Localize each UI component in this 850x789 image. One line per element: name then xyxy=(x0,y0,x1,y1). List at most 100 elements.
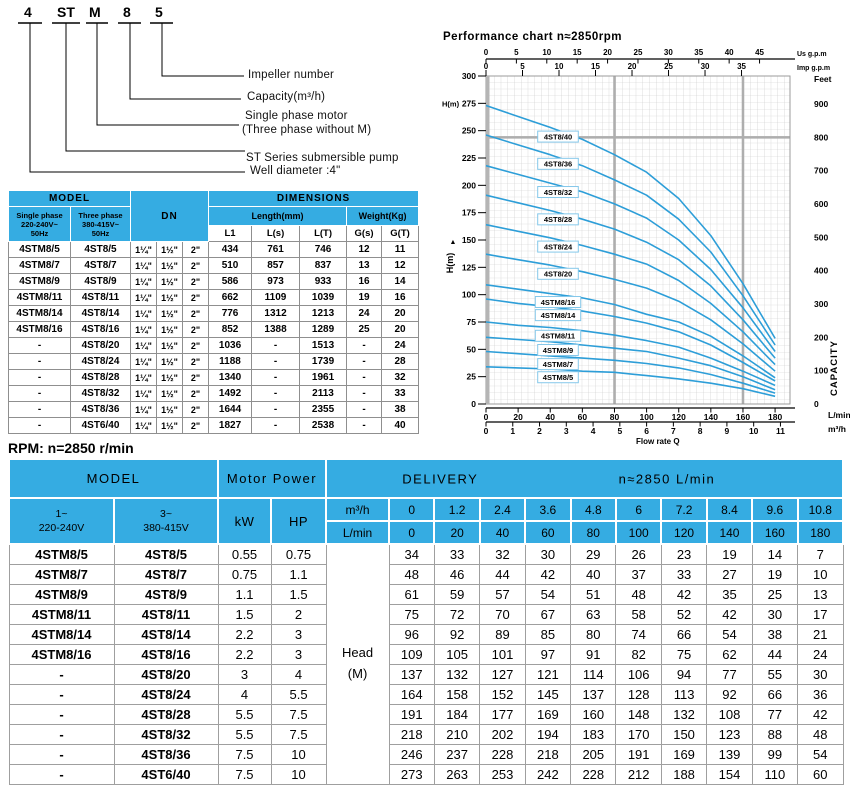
delivery-table-row: -4ST8/24 4 5.5 164 158 152 145 137 128 113 92 66 36 xyxy=(8,683,844,705)
dims-ls-cell: - xyxy=(251,417,301,434)
dims-gt-cell: 32 xyxy=(381,369,420,386)
delivery-lmin-value-cell: 180 xyxy=(796,520,845,545)
dims-model-single-cell: - xyxy=(8,385,71,402)
delivery-head-value-cell: 13 xyxy=(797,583,844,605)
svg-text:120: 120 xyxy=(672,412,686,422)
svg-text:0: 0 xyxy=(484,426,489,436)
dims-dn-cell: 2" xyxy=(182,273,210,290)
svg-text:250: 250 xyxy=(462,126,476,136)
svg-text:Imp g.p.m: Imp g.p.m xyxy=(797,65,830,72)
delivery-m3h-value-cell: 8.4 xyxy=(705,497,754,522)
svg-text:140: 140 xyxy=(704,412,718,422)
curve-4ST8/20 xyxy=(485,253,776,372)
delivery-model-three-cell: 4ST8/14 xyxy=(113,623,219,645)
delivery-table-row: -4ST8/32 5.5 7.5 218 210 202 194 183 170 150 123 88… xyxy=(8,723,844,745)
delivery-kw-cell: 5.5 xyxy=(217,703,272,725)
curve-label-4ST8/40: 4ST8/40 xyxy=(544,132,572,141)
delivery-m3h-value-cell: 2.4 xyxy=(478,497,527,522)
curve-label-box xyxy=(537,130,579,143)
delivery-head-value-cell: 58 xyxy=(615,603,662,625)
curve-label-4ST8/32: 4ST8/32 xyxy=(544,188,572,197)
delivery-head-value-cell: 48 xyxy=(615,583,662,605)
curve-label-4ST8/20: 4ST8/20 xyxy=(544,270,572,279)
dims-dn-cell: 1¼" xyxy=(130,337,158,354)
dims-dn-cell: 2" xyxy=(182,369,210,386)
curve-4STM8/16 xyxy=(485,284,776,379)
delivery-head-value-cell: 105 xyxy=(433,643,481,665)
svg-text:3: 3 xyxy=(564,426,569,436)
dims-table-row: -4ST8/32 1¼" 1½" 2" 1492-2113-33 xyxy=(8,385,420,402)
dims-table-body: 4STM8/5 4ST8/5 1¼" 1½" 2" 434 761 746 12 11 4STM8/… xyxy=(8,241,420,434)
delivery-head-value-cell: 191 xyxy=(615,743,662,765)
dims-gt-cell: 12 xyxy=(381,257,420,274)
delivery-head-value-cell: 169 xyxy=(660,743,708,765)
svg-text:40: 40 xyxy=(546,412,556,422)
delivery-head-value-cell: 48 xyxy=(388,563,435,585)
svg-text:150: 150 xyxy=(462,235,476,245)
delivery-head-value-cell: 40 xyxy=(570,563,617,585)
delivery-lmin-value-cell: 160 xyxy=(751,520,799,545)
svg-text:10: 10 xyxy=(749,426,759,436)
delivery-head-value-cell: 57 xyxy=(479,583,526,605)
dims-gs-cell: - xyxy=(346,417,383,434)
delivery-head-value-cell: 26 xyxy=(615,543,662,565)
curve-4ST8/24 xyxy=(485,223,776,366)
svg-text:7: 7 xyxy=(671,426,676,436)
curve-label-box xyxy=(537,371,579,384)
delivery-rpm-note: n≈2850 L/min xyxy=(618,471,716,486)
svg-text:0: 0 xyxy=(484,48,489,57)
dims-dn-cell: 1½" xyxy=(156,337,184,354)
delivery-head-value-cell: 44 xyxy=(479,563,526,585)
dims-header-gt: G(T) xyxy=(381,225,420,242)
delivery-head-value-cell: 114 xyxy=(570,663,617,685)
svg-text:6: 6 xyxy=(644,426,649,436)
delivery-head-value-cell: 113 xyxy=(660,683,708,705)
svg-text:300: 300 xyxy=(462,71,476,81)
dims-model-single-cell: 4STM8/16 xyxy=(8,321,71,338)
delivery-model-single-cell: - xyxy=(8,723,115,745)
dims-dn-cell: 1¼" xyxy=(130,273,158,290)
delivery-head-value-cell: 91 xyxy=(570,643,617,665)
delivery-kw-cell: 7.5 xyxy=(217,743,272,765)
delivery-head-value-cell: 51 xyxy=(570,583,617,605)
delivery-kw-cell: 4 xyxy=(217,683,272,705)
dims-lt-cell: 1513 xyxy=(299,337,348,354)
svg-text:1: 1 xyxy=(510,426,515,436)
legend-well-diameter: Well diameter :4" xyxy=(250,165,341,177)
code-4: 4 xyxy=(24,4,32,20)
delivery-head-value-cell: 89 xyxy=(479,623,526,645)
dims-gt-cell: 33 xyxy=(381,385,420,402)
svg-text:9: 9 xyxy=(725,426,730,436)
svg-text:10: 10 xyxy=(542,48,551,57)
dims-dn-cell: 1½" xyxy=(156,289,184,306)
delivery-head-value-cell: 106 xyxy=(615,663,662,685)
axis-feet: Feet 0 100 200 300 400 500 600 700 800 900 CAPACITY xyxy=(814,74,840,409)
delivery-head-value-cell: 10 xyxy=(797,563,844,585)
delivery-head-value-cell: 38 xyxy=(751,623,799,645)
delivery-head-value-cell: 30 xyxy=(524,543,572,565)
delivery-head-value-cell: 66 xyxy=(751,683,799,705)
curve-4STM8/14 xyxy=(485,298,776,382)
delivery-head-value-cell: 137 xyxy=(388,663,435,685)
delivery-head-value-cell: 128 xyxy=(615,683,662,705)
curve-label-4ST8/36: 4ST8/36 xyxy=(544,160,572,169)
delivery-header-delivery: DELIVERY n≈2850 L/min xyxy=(325,458,844,499)
dims-gs-cell: 13 xyxy=(346,257,383,274)
delivery-head-value-cell: 75 xyxy=(388,603,435,625)
delivery-head-value-cell: 33 xyxy=(660,563,708,585)
delivery-head-value-cell: 218 xyxy=(388,723,435,745)
delivery-m3h-value-cell: 1.2 xyxy=(433,497,481,522)
delivery-head-value-cell: 253 xyxy=(479,763,526,785)
dims-dn-cell: 1¼" xyxy=(130,321,158,338)
dims-dn-cell: 2" xyxy=(182,321,210,338)
delivery-head-value-cell: 108 xyxy=(706,703,753,725)
dims-model-three-cell: 4ST8/32 xyxy=(69,385,132,402)
delivery-hp-cell: 3 xyxy=(270,623,327,645)
dims-model-single-cell: - xyxy=(8,417,71,434)
svg-text:200: 200 xyxy=(814,332,828,342)
svg-text:180: 180 xyxy=(768,412,782,422)
dims-gt-cell: 38 xyxy=(381,401,420,418)
delivery-head-value-cell: 170 xyxy=(615,723,662,745)
delivery-head-value-cell: 202 xyxy=(479,723,526,745)
dims-model-three-cell: 4ST8/24 xyxy=(69,353,132,370)
